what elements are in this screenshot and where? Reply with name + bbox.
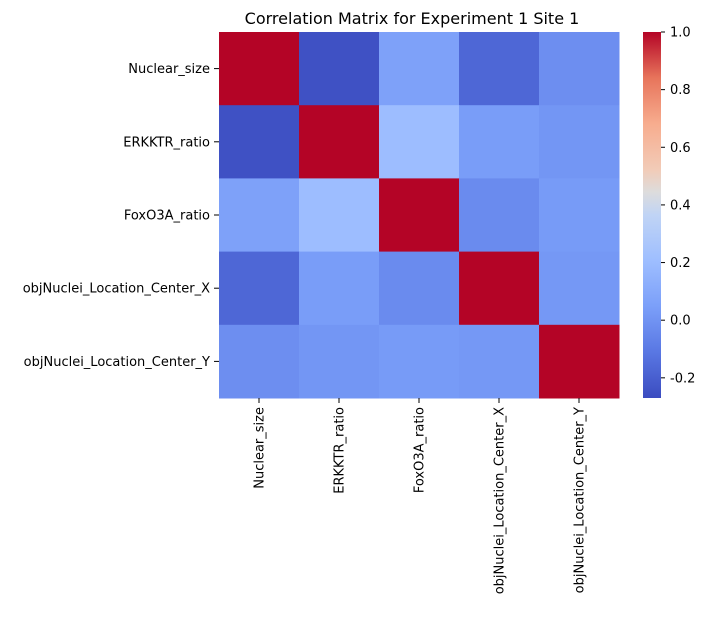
heatmap-cell [539,251,620,326]
heatmap-cell [379,324,460,399]
heatmap-cell [539,32,620,106]
column-labels: Nuclear_size ERKKTR_ratio FoxO3A_ratio objN… [253,398,588,594]
heatmap-cell [539,178,620,253]
column-label: FoxO3A_ratio [413,407,428,493]
column-label: objNuclei_Location_Center_X [493,407,508,594]
colorbar-tick-label: 1.0 [670,26,691,41]
heatmap-cell [219,32,300,106]
heatmap-cell [299,324,380,399]
heatmap-cell [459,32,540,106]
heatmap-cell [299,251,380,326]
colorbar-tick-label: 0.6 [670,141,691,156]
heatmap-cell [379,178,460,253]
colorbar-tick-label: 0.2 [670,256,691,271]
heatmap-cells [219,32,620,399]
row-label: Nuclear_size [128,62,210,77]
heatmap-cell [299,32,380,106]
heatmap-cell [539,324,620,399]
colorbar-ticks: -0.2 0.0 0.2 0.4 0.6 0.8 1.0 [661,26,695,386]
chart-title: Correlation Matrix for Experiment 1 Site… [245,9,580,28]
row-label: objNuclei_Location_Center_Y [24,355,210,370]
heatmap-cell [219,251,300,326]
colorbar-tick-label: 0.8 [670,83,691,98]
colorbar: -0.2 0.0 0.2 0.4 0.6 0.8 1.0 [643,26,695,398]
column-label: Nuclear_size [253,407,268,489]
column-label: ERKKTR_ratio [333,407,348,494]
row-labels: Nuclear_size ERKKTR_ratio FoxO3A_ratio objN… [23,62,219,370]
heatmap-cell [379,32,460,106]
colorbar-tick-label: -0.2 [670,371,695,386]
colorbar-tick-label: 0.0 [670,314,691,329]
heatmap-cell [379,251,460,326]
row-label: FoxO3A_ratio [124,209,210,224]
heatmap-cell [459,251,540,326]
heatmap-cell [459,178,540,253]
colorbar-tick-label: 0.4 [670,198,691,213]
heatmap-cell [219,324,300,399]
column-label: objNuclei_Location_Center_Y [573,407,588,593]
heatmap-cell [459,324,540,399]
row-label: ERKKTR_ratio [123,135,210,150]
heatmap-cell [299,178,380,253]
heatmap-cell [459,105,540,179]
heatmap-cell [379,105,460,179]
heatmap-cell [299,105,380,179]
row-label: objNuclei_Location_Center_X [23,282,210,297]
colorbar-gradient [643,32,661,398]
heatmap-cell [219,178,300,253]
heatmap-cell [219,105,300,179]
heatmap-cell [539,105,620,179]
